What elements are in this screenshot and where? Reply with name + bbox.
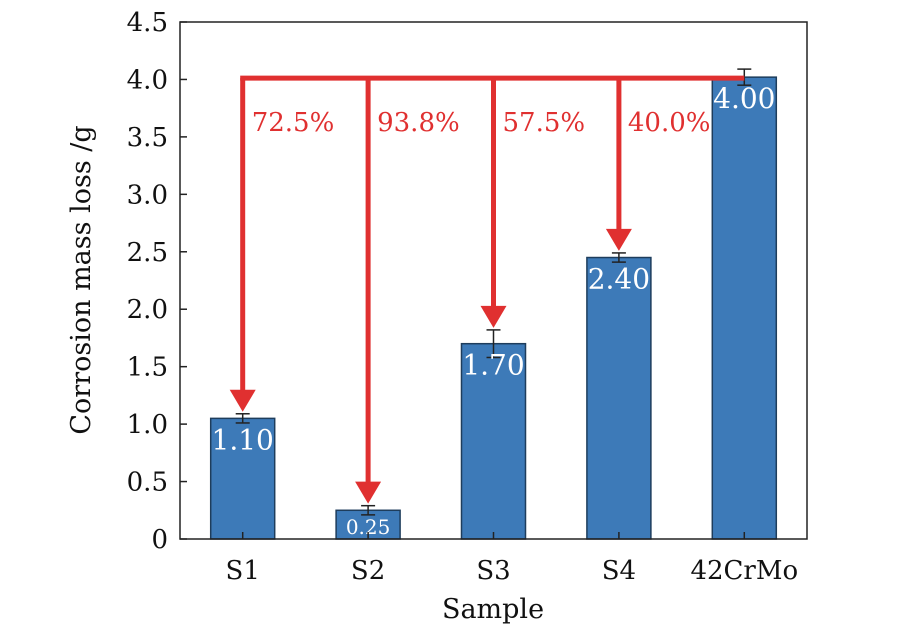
y-tick-label: 2.0 xyxy=(127,295,168,325)
reduction-arrow-head xyxy=(355,481,382,504)
reduction-arrow-head xyxy=(229,389,256,412)
bar xyxy=(209,417,276,540)
y-tick-label: 0.5 xyxy=(127,468,168,498)
x-axis-title: Sample xyxy=(442,594,544,625)
y-tick-label: 3.0 xyxy=(127,180,168,210)
error-bars-layer xyxy=(235,68,752,516)
reduction-arrow-head xyxy=(605,228,632,251)
data-label: 4.00 xyxy=(713,82,775,115)
axes-layer: 0 0.5 1.0 1.5 2.0 2.5 3.0 3.5 4.0 4.5 S1 S2 S3 S4 42Cr… xyxy=(127,8,799,586)
y-tick-label: 1.0 xyxy=(127,410,168,440)
data-label: 2.40 xyxy=(588,263,650,296)
bar xyxy=(711,76,778,540)
x-tick-label: S4 xyxy=(602,556,636,586)
reduction-arrow-head xyxy=(480,305,507,328)
reduction-label: 57.5% xyxy=(503,108,586,138)
x-tick-label: S2 xyxy=(351,556,385,586)
data-label: 1.70 xyxy=(462,349,524,382)
x-tick-label: 42CrMo xyxy=(690,556,798,586)
y-tick-label: 2.5 xyxy=(127,238,168,268)
bar xyxy=(586,256,652,540)
y-tick-label: 1.5 xyxy=(127,353,168,383)
y-tick-label: 3.5 xyxy=(127,123,168,153)
reduction-label: 40.0% xyxy=(628,108,711,138)
data-label: 1.10 xyxy=(212,423,274,456)
reduction-arrows-layer: 72.5% 93.8% 57.5% 40.0% xyxy=(229,75,745,504)
reduction-label: 72.5% xyxy=(252,108,335,138)
y-axis-title: Corrosion mass loss /g xyxy=(66,125,97,434)
reduction-label: 93.8% xyxy=(377,108,460,138)
y-tick-label: 0 xyxy=(151,525,168,555)
x-tick-label: S3 xyxy=(476,556,510,586)
data-labels-layer: 1.100.251.702.404.00 xyxy=(212,82,776,539)
y-tick-label: 4.0 xyxy=(127,65,168,95)
x-tick-label: S1 xyxy=(226,556,260,586)
y-tick-label: 4.5 xyxy=(127,8,168,38)
